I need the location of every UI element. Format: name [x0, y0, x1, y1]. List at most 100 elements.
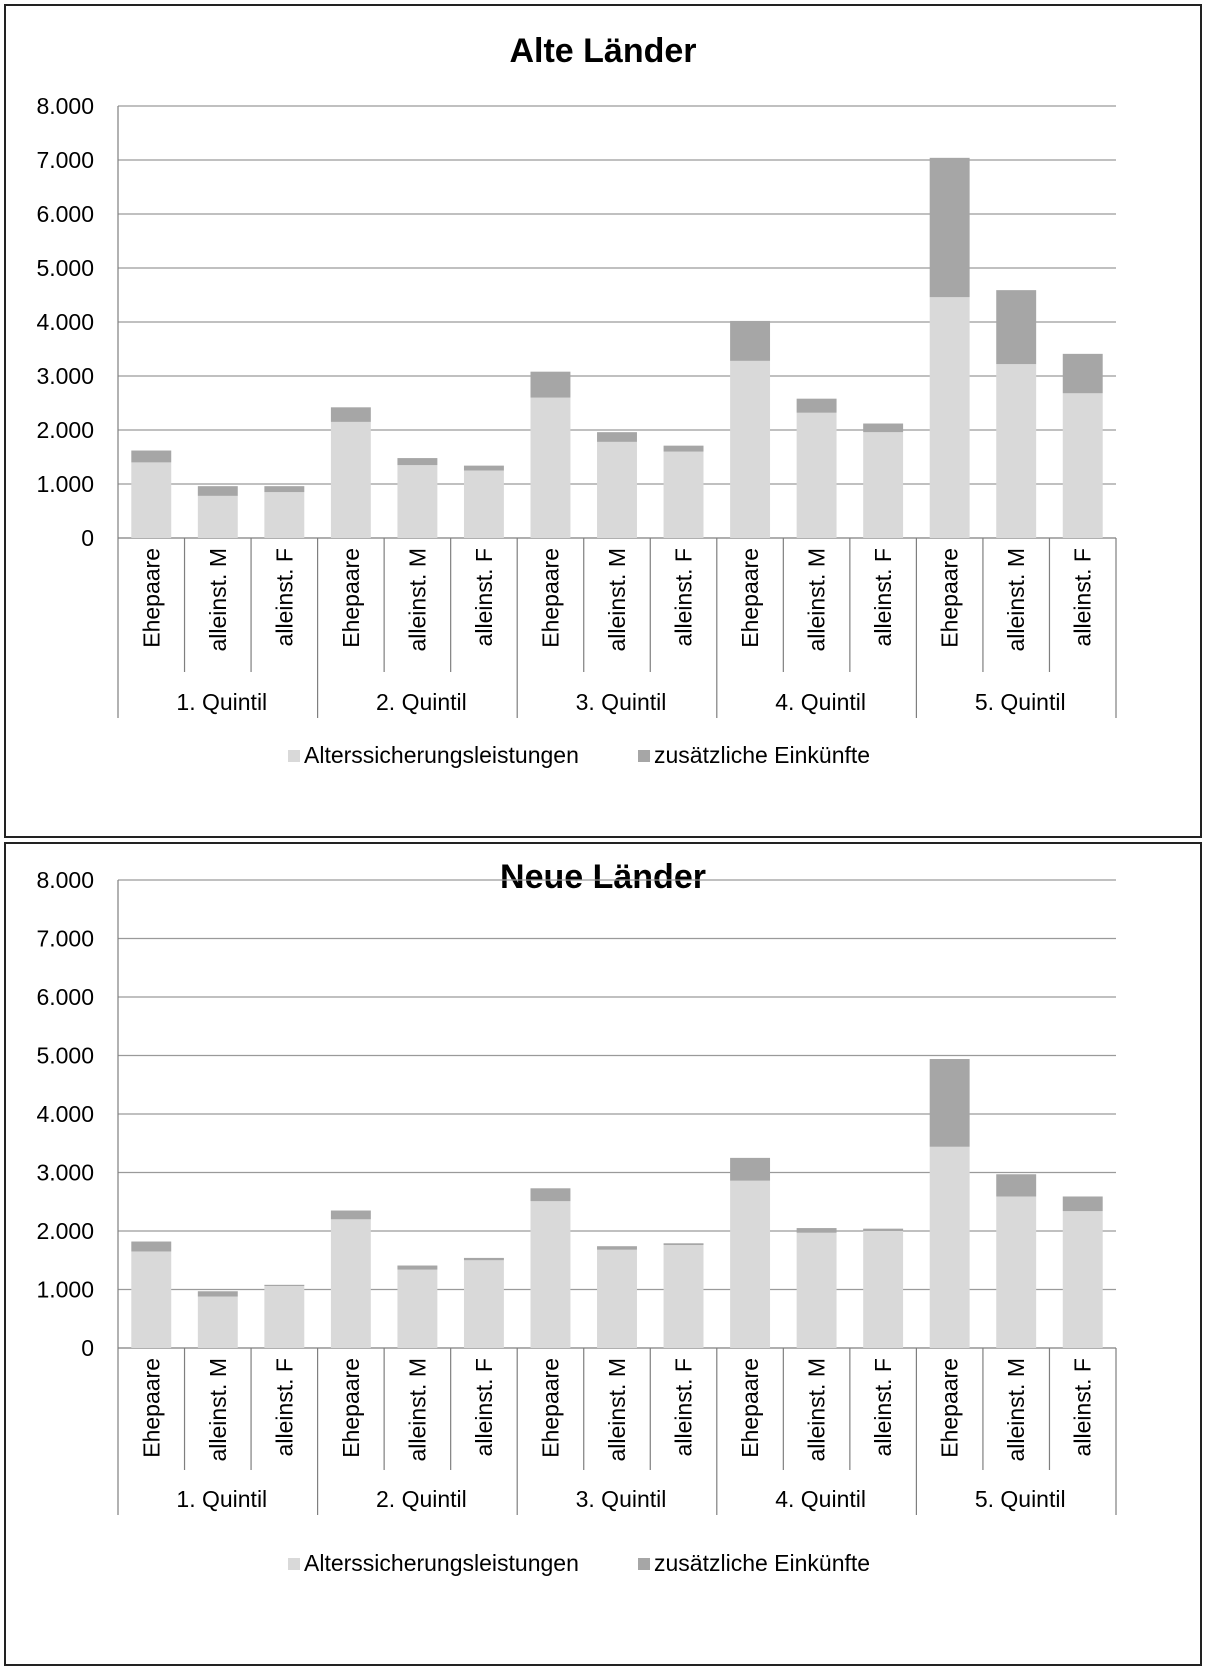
bar-segment-zusaetzlich — [796, 398, 837, 413]
bar-segment-alterssicherung — [663, 1245, 704, 1348]
bar-segment-zusaetzlich — [530, 371, 571, 398]
x-category-label: alleinst. F — [671, 548, 697, 646]
x-category-label: alleinst. F — [870, 548, 896, 646]
y-tick-label: 8.000 — [36, 93, 94, 119]
x-category-label: Ehepaare — [737, 548, 763, 648]
bar-segment-alterssicherung — [597, 1249, 637, 1348]
bar-segment-zusaetzlich — [264, 486, 305, 493]
bar-segment-alterssicherung — [197, 1296, 238, 1348]
chart-panel-neue-laender: Neue Länder 0 1.000 2.000 3.000 4.000 5.000 6.0… — [4, 842, 1202, 1666]
y-tick-label: 0 — [81, 525, 94, 551]
x-group-label: 3. Quintil — [576, 1486, 667, 1512]
bar-segment-alterssicherung — [929, 1146, 970, 1348]
y-tick-label: 8.000 — [36, 867, 94, 893]
y-tick-label: 2.000 — [36, 1218, 94, 1244]
bar-segment-zusaetzlich — [397, 1265, 438, 1270]
bar-segment-alterssicherung — [730, 360, 771, 538]
chart-title: Alte Länder — [509, 32, 696, 70]
bar-segment-zusaetzlich — [929, 1059, 970, 1147]
bar-segment-zusaetzlich — [330, 1210, 371, 1220]
legend-swatch — [638, 1558, 650, 1570]
y-tick-label: 7.000 — [36, 926, 94, 952]
x-category-label: alleinst. M — [1003, 1358, 1029, 1462]
x-category-label: Ehepaare — [338, 548, 364, 648]
bar-segment-alterssicherung — [663, 451, 704, 538]
x-category-label: alleinst. F — [1070, 1358, 1096, 1456]
x-category-label: Ehepaare — [537, 548, 563, 648]
bar-segment-alterssicherung — [131, 1251, 172, 1348]
x-group-label: 4. Quintil — [775, 1486, 866, 1512]
y-tick-label: 2.000 — [36, 417, 94, 443]
x-category-label: alleinst. M — [205, 1358, 231, 1462]
bar-segment-alterssicherung — [264, 1285, 305, 1348]
bar-segment-alterssicherung — [463, 470, 504, 538]
bar-segment-zusaetzlich — [796, 1228, 837, 1233]
bar-segment-zusaetzlich — [197, 486, 238, 496]
bar-segment-zusaetzlich — [996, 1174, 1037, 1197]
y-tick-label: 6.000 — [36, 984, 94, 1010]
bar-segment-zusaetzlich — [663, 445, 704, 452]
bar-segment-zusaetzlich — [131, 450, 172, 463]
y-tick-label: 1.000 — [36, 471, 94, 497]
y-tick-label: 3.000 — [36, 1160, 94, 1186]
bar-segment-zusaetzlich — [730, 320, 771, 361]
legend-label: zusätzliche Einkünfte — [654, 1550, 870, 1576]
bar-segment-alterssicherung — [996, 1196, 1037, 1348]
x-category-label: alleinst. M — [404, 1358, 430, 1462]
bar-segment-zusaetzlich — [264, 1284, 305, 1286]
y-tick-label: 7.000 — [36, 147, 94, 173]
y-tick-label: 5.000 — [36, 255, 94, 281]
bar-segment-alterssicherung — [131, 462, 172, 538]
x-category-label: alleinst. M — [804, 548, 830, 652]
legend-label: Alterssicherungsleistungen — [304, 742, 579, 768]
bar-segment-alterssicherung — [796, 412, 837, 538]
x-category-label: Ehepaare — [138, 548, 164, 648]
bar-segment-alterssicherung — [863, 1231, 904, 1348]
y-tick-label: 4.000 — [36, 1101, 94, 1127]
x-category-label: alleinst. M — [205, 548, 231, 652]
x-group-label: 4. Quintil — [775, 689, 866, 715]
x-group-label: 2. Quintil — [376, 1486, 467, 1512]
bar-segment-zusaetzlich — [730, 1157, 771, 1181]
legend-label: zusätzliche Einkünfte — [654, 742, 870, 768]
y-tick-label: 3.000 — [36, 363, 94, 389]
x-group-label: 2. Quintil — [376, 689, 467, 715]
y-tick-label: 6.000 — [36, 201, 94, 227]
x-category-label: alleinst. F — [471, 1358, 497, 1456]
x-category-label: alleinst. M — [604, 1358, 630, 1462]
bar-segment-zusaetzlich — [929, 157, 970, 298]
bar-segment-zusaetzlich — [131, 1241, 172, 1252]
bar-segment-zusaetzlich — [663, 1243, 704, 1246]
bar-segment-alterssicherung — [929, 297, 970, 538]
y-tick-label: 1.000 — [36, 1277, 94, 1303]
chart-title: Neue Länder — [500, 858, 706, 896]
x-category-label: alleinst. F — [870, 1358, 896, 1456]
bar-segment-zusaetzlich — [463, 1257, 504, 1261]
legend-label: Alterssicherungsleistungen — [304, 1550, 579, 1576]
x-category-label: alleinst. M — [1003, 548, 1029, 652]
bar-segment-alterssicherung — [730, 1180, 771, 1348]
bar-segment-alterssicherung — [330, 1219, 371, 1348]
x-category-label: Ehepaare — [937, 1358, 963, 1458]
x-category-label: Ehepaare — [737, 1358, 763, 1458]
bar-segment-zusaetzlich — [1062, 353, 1103, 394]
bar-segment-alterssicherung — [397, 465, 438, 538]
bar-segment-alterssicherung — [463, 1260, 504, 1348]
x-category-label: alleinst. M — [804, 1358, 830, 1462]
legend-swatch — [288, 1558, 300, 1570]
bar-segment-zusaetzlich — [397, 458, 438, 466]
chart-panel-alte-laender: Alte Länder 0 1.000 2.000 3.000 4.000 5.000 6.0… — [4, 4, 1202, 838]
y-tick-label: 5.000 — [36, 1043, 94, 1069]
x-group-label: 1. Quintil — [176, 689, 267, 715]
bar-segment-zusaetzlich — [1062, 1196, 1103, 1212]
x-group-label: 5. Quintil — [975, 1486, 1066, 1512]
x-category-label: Ehepaare — [338, 1358, 364, 1458]
bar-segment-alterssicherung — [796, 1232, 837, 1348]
x-category-label: alleinst. F — [271, 548, 297, 646]
bar-segment-alterssicherung — [530, 1201, 571, 1348]
bar-segment-zusaetzlich — [463, 465, 504, 471]
stacked-bar-chart: Alte Länder 0 1.000 2.000 3.000 4.000 5.000 6.0… — [36, 32, 1117, 768]
bar-segment-alterssicherung — [597, 441, 637, 538]
x-category-label: alleinst. M — [604, 548, 630, 652]
bar-segment-alterssicherung — [863, 432, 904, 538]
